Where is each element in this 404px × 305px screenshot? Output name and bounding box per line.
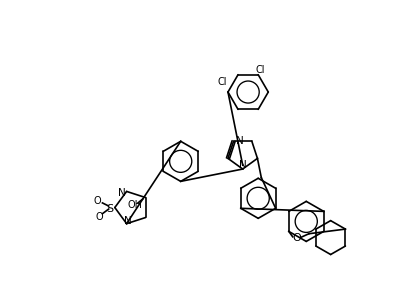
Text: Cl: Cl bbox=[255, 65, 265, 75]
Text: S: S bbox=[107, 204, 114, 214]
Text: O: O bbox=[95, 212, 103, 222]
Text: Cl: Cl bbox=[217, 77, 227, 87]
Text: O: O bbox=[94, 196, 101, 206]
Text: N: N bbox=[124, 216, 132, 226]
Text: N: N bbox=[239, 160, 246, 170]
Text: N: N bbox=[236, 136, 244, 146]
Text: O: O bbox=[292, 233, 301, 242]
Text: OH: OH bbox=[127, 200, 142, 210]
Text: N: N bbox=[118, 188, 126, 198]
